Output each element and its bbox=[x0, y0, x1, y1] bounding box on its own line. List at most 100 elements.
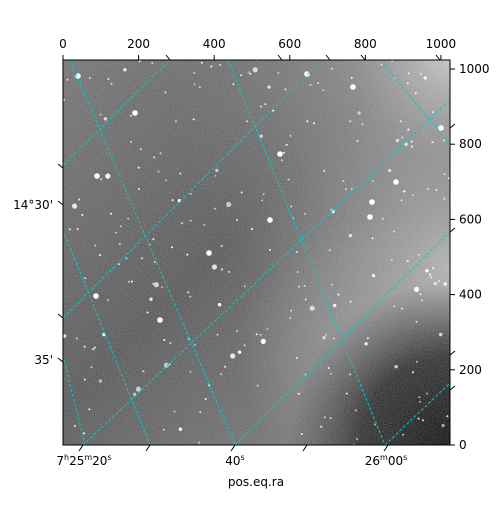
star bbox=[446, 415, 449, 418]
star bbox=[439, 332, 443, 337]
star bbox=[373, 423, 376, 426]
star bbox=[92, 348, 95, 351]
star bbox=[213, 207, 216, 210]
ra-tick bbox=[230, 444, 236, 452]
grid-line bbox=[63, 60, 323, 319]
star bbox=[345, 188, 347, 191]
star bbox=[330, 208, 333, 211]
ra-tick bbox=[383, 444, 389, 452]
star bbox=[349, 373, 352, 376]
right-world-tick bbox=[449, 123, 456, 129]
star bbox=[371, 180, 374, 183]
star bbox=[94, 244, 97, 247]
star bbox=[317, 82, 320, 84]
bright-star bbox=[94, 173, 100, 179]
star bbox=[309, 83, 312, 86]
star bbox=[298, 285, 301, 288]
bright-star bbox=[277, 151, 283, 157]
star bbox=[414, 92, 417, 95]
star bbox=[174, 120, 177, 123]
star bbox=[402, 190, 405, 193]
star bbox=[125, 257, 128, 260]
x-axis-label: pos.eq.ra bbox=[228, 475, 284, 489]
star bbox=[123, 68, 127, 72]
star bbox=[306, 120, 309, 123]
star bbox=[200, 61, 203, 64]
star bbox=[189, 295, 192, 298]
bright-star bbox=[93, 293, 99, 299]
star bbox=[127, 217, 130, 220]
star bbox=[354, 409, 357, 412]
star bbox=[178, 427, 183, 431]
star bbox=[211, 264, 217, 270]
bottom-ra-axis: 7h25m20s 40s 26m00s pos.eq.ra bbox=[56, 444, 407, 489]
star bbox=[129, 114, 132, 117]
star bbox=[337, 293, 340, 296]
star bbox=[119, 225, 122, 228]
star bbox=[404, 142, 408, 146]
star bbox=[236, 330, 239, 333]
star bbox=[269, 248, 271, 251]
right-tick-label: 1000 bbox=[459, 62, 490, 76]
star bbox=[187, 291, 190, 294]
top-world-tick bbox=[360, 54, 366, 61]
star bbox=[93, 346, 96, 349]
star bbox=[232, 83, 235, 86]
top-tick-label: 400 bbox=[203, 37, 226, 51]
star bbox=[309, 305, 315, 311]
star bbox=[433, 281, 437, 286]
star bbox=[289, 316, 292, 319]
star bbox=[399, 120, 402, 123]
star bbox=[380, 63, 383, 66]
star bbox=[327, 367, 330, 369]
bright-star bbox=[206, 250, 212, 256]
star bbox=[88, 77, 91, 79]
star bbox=[163, 362, 169, 368]
star bbox=[179, 172, 182, 175]
star bbox=[75, 337, 78, 340]
star bbox=[266, 328, 269, 330]
star bbox=[198, 86, 201, 89]
star bbox=[194, 343, 196, 346]
top-world-tick bbox=[165, 54, 171, 61]
star bbox=[171, 246, 173, 249]
star bbox=[323, 416, 326, 419]
star bbox=[400, 307, 403, 310]
star bbox=[130, 140, 133, 143]
star bbox=[432, 267, 435, 270]
star bbox=[63, 334, 67, 338]
star bbox=[214, 174, 217, 177]
star bbox=[193, 72, 196, 75]
star bbox=[419, 293, 422, 296]
star bbox=[168, 363, 171, 366]
star bbox=[163, 339, 166, 342]
ra-tick-label-2: 40s bbox=[225, 453, 244, 468]
top-world-tick bbox=[325, 54, 331, 61]
dec-tick bbox=[57, 200, 64, 206]
star bbox=[84, 277, 87, 280]
star bbox=[417, 253, 420, 256]
star bbox=[410, 145, 413, 148]
star bbox=[142, 370, 145, 373]
top-world-tick bbox=[277, 54, 283, 61]
star bbox=[295, 357, 298, 359]
right-pixel-axis: 0 200 400 600 800 1000 bbox=[449, 62, 490, 452]
bright-star bbox=[393, 179, 399, 185]
star bbox=[237, 350, 242, 354]
star bbox=[366, 337, 369, 340]
star bbox=[443, 173, 446, 176]
star bbox=[407, 72, 410, 75]
star bbox=[429, 273, 432, 276]
star bbox=[441, 423, 445, 428]
star bbox=[152, 282, 155, 285]
star bbox=[192, 118, 195, 121]
star bbox=[219, 63, 222, 66]
star bbox=[395, 138, 400, 143]
top-tick-label: 0 bbox=[59, 37, 67, 51]
star bbox=[73, 424, 76, 427]
star bbox=[118, 242, 121, 245]
star bbox=[356, 438, 359, 440]
right-world-tick bbox=[449, 227, 456, 233]
star bbox=[290, 205, 293, 208]
